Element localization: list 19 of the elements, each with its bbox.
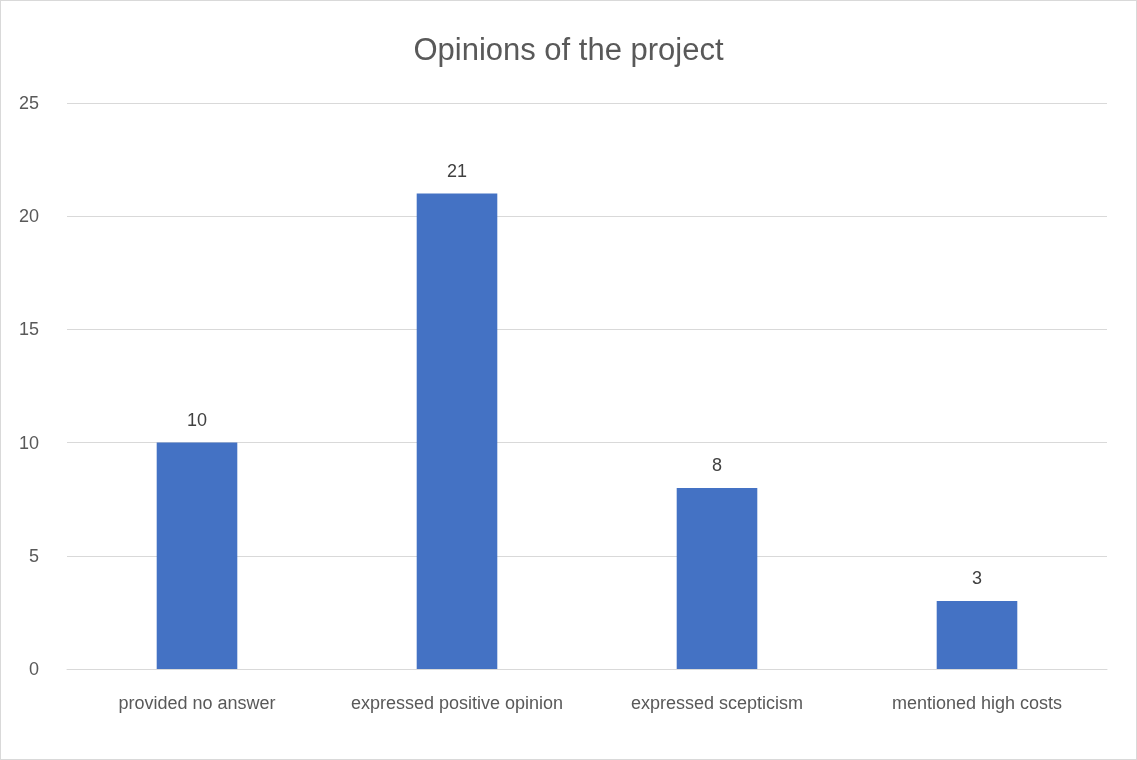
chart-title: Opinions of the project — [413, 32, 724, 67]
bar — [156, 442, 238, 669]
y-tick-label: 20 — [18, 206, 39, 227]
y-tick-label: 5 — [28, 545, 39, 566]
bar — [416, 193, 498, 669]
y-tick-label: 15 — [18, 319, 39, 340]
bar — [936, 601, 1018, 669]
bar — [676, 487, 758, 669]
x-tick-label: expressed scepticism — [630, 693, 804, 713]
data-label: 3 — [971, 568, 983, 589]
y-tick-label: 0 — [28, 659, 39, 679]
data-label: 10 — [186, 409, 208, 430]
x-tick-label: expressed positive opinion — [350, 693, 564, 713]
y-tick-label: 10 — [18, 432, 39, 453]
y-tick-label: 25 — [18, 93, 39, 113]
x-tick-label: provided no answer — [118, 693, 276, 713]
data-label: 8 — [711, 454, 723, 475]
x-tick-label: mentioned high costs — [891, 693, 1063, 713]
data-label: 21 — [446, 160, 468, 181]
